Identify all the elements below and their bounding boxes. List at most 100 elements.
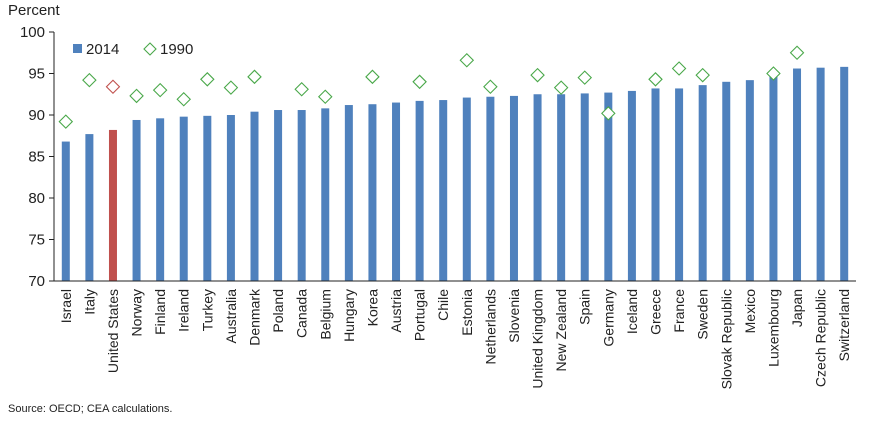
- y-tick-label: 70: [28, 273, 45, 290]
- x-tick-label: Greece: [648, 289, 664, 335]
- bar-netherlands: [486, 96, 495, 282]
- x-tick-label: United Kingdom: [530, 289, 546, 389]
- bar-japan: [793, 68, 802, 282]
- marker-1990-portugal: [412, 74, 427, 90]
- bar-turkey: [203, 115, 212, 281]
- bar-israel: [61, 141, 70, 281]
- y-tick-label: 75: [28, 232, 45, 249]
- marker-1990-norway: [129, 88, 144, 104]
- source-note: Source: OECD; CEA calculations.: [8, 403, 173, 415]
- x-tick-label: Czech Republic: [813, 289, 829, 387]
- x-tick-label: Ireland: [176, 289, 192, 332]
- marker-1990-ireland: [176, 91, 192, 107]
- x-tick-label: Finland: [152, 289, 168, 335]
- marker-1990-finland: [152, 82, 168, 98]
- marker-1990-japan: [789, 45, 805, 61]
- marker-1990-canada: [294, 81, 309, 97]
- bar-new-zealand: [557, 94, 566, 281]
- markers-1990: [58, 45, 805, 129]
- bar-luxembourg: [769, 75, 778, 281]
- x-tick-label: Slovenia: [506, 289, 522, 343]
- marker-1990-luxembourg: [766, 66, 781, 81]
- legend-swatch-1990: [143, 42, 157, 56]
- marker-1990-turkey: [200, 72, 215, 87]
- marker-1990-france: [671, 61, 687, 76]
- x-tick-label: Denmark: [247, 288, 263, 346]
- marker-1990-italy: [82, 72, 97, 88]
- bar-greece: [651, 88, 660, 281]
- bar-czech-republic: [816, 67, 825, 281]
- bar-united-states: [108, 129, 117, 281]
- marker-1990-australia: [223, 80, 239, 95]
- bar-austria: [392, 102, 401, 281]
- y-tick-label: 85: [28, 149, 45, 166]
- bar-mexico: [745, 80, 754, 281]
- marker-1990-spain: [577, 70, 593, 85]
- marker-1990-sweden: [695, 67, 710, 83]
- x-tick-label: Spain: [577, 289, 593, 325]
- marker-1990-netherlands: [483, 79, 498, 95]
- y-axis-title: Percent: [8, 2, 60, 19]
- marker-1990-united-kingdom: [530, 67, 545, 83]
- x-tick-label: Poland: [270, 289, 286, 333]
- bar-spain: [580, 93, 589, 281]
- x-tick-label: Italy: [81, 289, 97, 315]
- legend-label-2014: 2014: [86, 41, 119, 58]
- marker-1990-denmark: [247, 69, 262, 85]
- bar-norway: [132, 119, 141, 281]
- x-tick-label: France: [671, 289, 687, 333]
- bars-2014: [61, 66, 849, 282]
- x-tick-label: Belgium: [317, 289, 333, 340]
- marker-1990-estonia: [459, 52, 475, 68]
- marker-1990-united-states: [105, 79, 121, 95]
- bar-australia: [226, 115, 235, 281]
- bar-estonia: [462, 97, 471, 281]
- bar-canada: [297, 110, 306, 282]
- x-tick-label: Canada: [294, 289, 310, 338]
- marker-1990-korea: [365, 69, 380, 85]
- x-tick-label: Austria: [388, 289, 404, 333]
- x-tick-label: Japan: [789, 289, 805, 327]
- y-tick-label: 95: [28, 66, 45, 83]
- x-tick-label: Turkey: [199, 289, 215, 331]
- marker-1990-israel: [58, 114, 74, 129]
- marker-1990-new-zealand: [553, 80, 569, 95]
- x-tick-label: Australia: [223, 289, 239, 344]
- y-tick-label: 80: [28, 190, 45, 207]
- bar-denmark: [250, 111, 259, 282]
- x-tick-label: Luxembourg: [765, 289, 781, 367]
- x-tick-label: Mexico: [742, 289, 758, 334]
- x-axis: Israel Italy United States Norway Finland Ire…: [54, 280, 856, 389]
- x-tick-label: Hungary: [341, 289, 357, 342]
- bar-ireland: [179, 116, 188, 281]
- x-tick-label: Sweden: [695, 289, 711, 340]
- x-tick-label: Iceland: [624, 289, 640, 334]
- x-tick-label: Germany: [600, 289, 616, 347]
- y-tick-label: 100: [20, 24, 45, 41]
- legend-swatch-2014: [73, 44, 82, 53]
- bar-iceland: [627, 90, 636, 282]
- x-tick-label: Chile: [435, 289, 451, 321]
- x-tick-label: New Zealand: [553, 289, 569, 372]
- bar-finland: [156, 118, 165, 281]
- bar-poland: [274, 110, 283, 282]
- x-tick-label: Norway: [129, 289, 145, 336]
- bar-portugal: [415, 100, 424, 281]
- bar-hungary: [344, 105, 353, 281]
- x-tick-label: Netherlands: [482, 289, 498, 365]
- bar-belgium: [321, 108, 330, 281]
- x-tick-label: Israel: [58, 289, 74, 323]
- legend: 2014 1990: [73, 41, 193, 58]
- x-tick-label: Korea: [364, 289, 380, 327]
- marker-1990-greece: [648, 72, 663, 87]
- bar-chile: [439, 100, 448, 281]
- bar-slovenia: [509, 95, 518, 281]
- y-tick-label: 90: [28, 107, 45, 124]
- bar-sweden: [698, 85, 707, 282]
- x-tick-label: Switzerland: [836, 289, 852, 361]
- bar-korea: [368, 104, 377, 282]
- marker-1990-belgium: [317, 89, 333, 105]
- x-tick-label: Slovak Republic: [718, 289, 734, 389]
- x-tick-label: Portugal: [412, 289, 428, 341]
